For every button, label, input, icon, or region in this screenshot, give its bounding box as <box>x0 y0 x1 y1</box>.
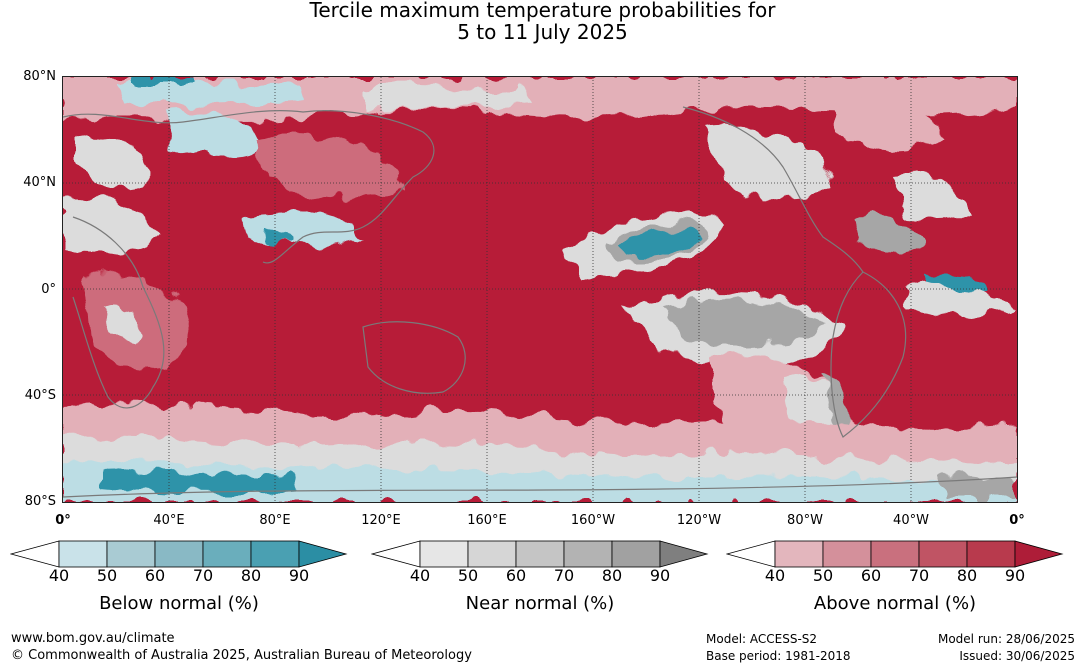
tick-label: 70 <box>192 566 214 585</box>
colorbar-above-normal <box>726 540 1066 570</box>
tick-label: 60 <box>144 566 166 585</box>
tick-label: 80 <box>956 566 978 585</box>
probability-map <box>62 76 1018 503</box>
colorbar-segment <box>419 540 469 568</box>
colorbar-segment <box>918 540 968 568</box>
lat-label-40n: 40°N <box>23 175 56 190</box>
colorbar-segment <box>563 540 613 568</box>
colorbar-segment <box>202 540 252 568</box>
tick-label: 60 <box>505 566 527 585</box>
tick-label: 90 <box>649 566 671 585</box>
colorbar-segment <box>822 540 872 568</box>
lon-label-160w: 160°W <box>570 513 616 528</box>
colorbar-near-normal <box>371 540 711 570</box>
map-title-line1: Tercile maximum temperature probabilitie… <box>309 0 776 22</box>
tick-label: 40 <box>764 566 786 585</box>
tick-label: 80 <box>240 566 262 585</box>
colorbar-segment <box>774 540 824 568</box>
coastlines <box>62 106 1018 498</box>
colorbar-segment <box>870 540 920 568</box>
colorbar-min-extend <box>10 540 60 568</box>
tick-label: 90 <box>288 566 310 585</box>
tick-label: 40 <box>48 566 70 585</box>
tick-label: 40 <box>409 566 431 585</box>
colorbar-min-extend <box>726 540 776 568</box>
tick-label: 90 <box>1004 566 1026 585</box>
lat-label-80s: 80°S <box>24 494 56 509</box>
colorbar-segment <box>154 540 204 568</box>
base-period: Base period: 1981-2018 <box>706 649 851 663</box>
lat-label-40s: 40°S <box>24 388 56 403</box>
colorbar-segment <box>467 540 517 568</box>
colorbar-max-extend <box>1014 540 1064 568</box>
lon-label-40w: 40°W <box>893 513 929 528</box>
colorbar-segment <box>58 540 108 568</box>
lon-label-80e: 80°E <box>259 513 291 528</box>
map-title-line2: 5 to 11 July 2025 <box>457 20 628 44</box>
lon-label-120e: 120°E <box>361 513 401 528</box>
colorbar-segment <box>515 540 565 568</box>
tick-label: 50 <box>96 566 118 585</box>
colorbar-segment <box>106 540 156 568</box>
graticule <box>63 77 1017 502</box>
colorbar-below-label: Below normal (%) <box>99 593 259 614</box>
tick-label: 50 <box>812 566 834 585</box>
colorbar-max-extend <box>298 540 348 568</box>
colorbar-segment <box>250 540 300 568</box>
colorbar-min-extend <box>371 540 421 568</box>
lat-label-0: 0° <box>41 282 56 297</box>
lon-label-0-east: 0° <box>1009 513 1025 528</box>
website-link[interactable]: www.bom.gov.au/climate <box>11 631 175 646</box>
colorbar-max-extend <box>659 540 709 568</box>
lon-label-40e: 40°E <box>153 513 185 528</box>
tick-label: 70 <box>553 566 575 585</box>
colorbar-near-label: Near normal (%) <box>465 593 615 614</box>
lat-label-80n: 80°N <box>23 69 56 84</box>
tick-label: 60 <box>860 566 882 585</box>
lon-label-80w: 80°W <box>787 513 823 528</box>
colorbar-below-normal <box>10 540 350 570</box>
model-name: Model: ACCESS-S2 <box>706 632 818 646</box>
tick-label: 70 <box>908 566 930 585</box>
colorbar-segment <box>966 540 1016 568</box>
issued-date: Issued: 30/06/2025 <box>959 649 1075 663</box>
probability-map-svg <box>62 77 1018 502</box>
colorbar-segment <box>611 540 661 568</box>
lon-label-120w: 120°W <box>676 513 722 528</box>
probability-fields <box>63 77 1017 502</box>
lon-label-160e: 160°E <box>467 513 507 528</box>
tick-label: 80 <box>601 566 623 585</box>
model-run-date: Model run: 28/06/2025 <box>937 632 1075 646</box>
copyright-text: © Commonwealth of Australia 2025, Austra… <box>11 648 472 663</box>
colorbar-above-label: Above normal (%) <box>813 593 977 614</box>
tick-label: 50 <box>457 566 479 585</box>
lon-label-0-west: 0° <box>55 513 71 528</box>
